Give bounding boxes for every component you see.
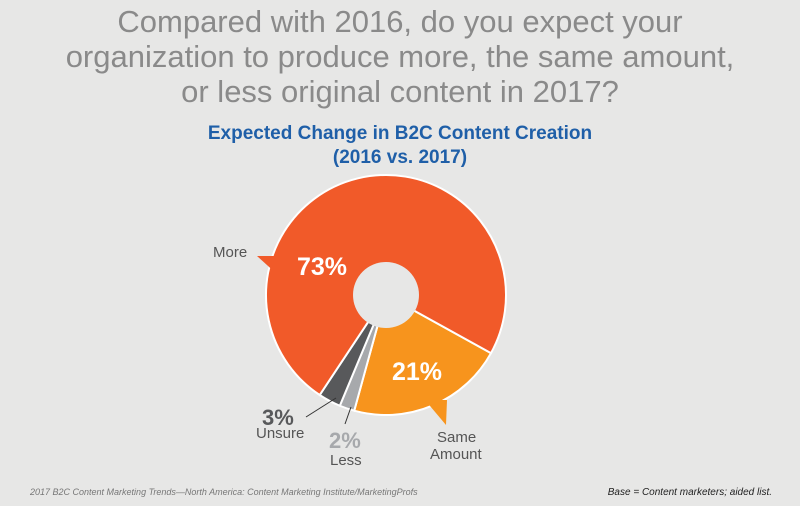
same-callout xyxy=(425,400,447,425)
more-callout xyxy=(257,256,300,275)
question-line: organization to produce more, the same a… xyxy=(65,39,735,74)
label-unsure: Unsure xyxy=(256,425,304,442)
question-heading: Compared with 2016, do you expect your o… xyxy=(0,4,800,109)
base-note: Base = Content marketers; aided list. xyxy=(607,487,772,498)
value-unsure: 3% xyxy=(262,405,294,430)
donut-hole xyxy=(353,262,419,328)
value-more: 73% xyxy=(297,253,347,281)
less-leader xyxy=(344,406,352,425)
label-same-1: Same xyxy=(437,429,476,446)
chart-subtitle: (2016 vs. 2017) xyxy=(332,147,468,168)
unsure-leader xyxy=(305,397,337,418)
label-less: Less xyxy=(330,452,362,469)
question-line: Compared with 2016, do you expect your xyxy=(117,4,683,39)
value-same: 21% xyxy=(392,358,442,386)
label-same-2: Amount xyxy=(430,446,483,463)
value-less: 2% xyxy=(329,428,361,453)
question-line: or less original content in 2017? xyxy=(181,74,619,109)
chart-title-block: Expected Change in B2C Content Creation … xyxy=(0,122,800,170)
source-note: 2017 B2C Content Marketing Trends—North … xyxy=(30,487,418,497)
label-more: More xyxy=(213,244,247,261)
chart-title: Expected Change in B2C Content Creation xyxy=(207,123,593,144)
